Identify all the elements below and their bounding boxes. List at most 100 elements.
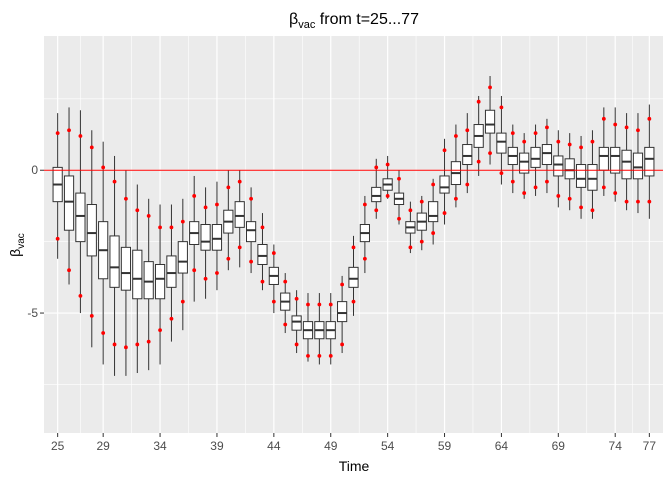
interval-upper-point	[385, 162, 390, 167]
box-iqr	[575, 164, 587, 188]
x-tick-label: 74	[609, 439, 623, 453]
x-tick-label: 77	[643, 439, 657, 453]
box-t50	[337, 275, 348, 354]
box-t42	[245, 187, 257, 274]
boxes-layer	[44, 75, 663, 376]
interval-lower-point	[226, 256, 231, 261]
interval-lower-point	[135, 342, 140, 347]
x-axis-title: Time	[339, 458, 370, 474]
interval-upper-point	[283, 279, 288, 284]
x-tick-label: 39	[210, 439, 224, 453]
box-t39	[211, 181, 223, 291]
interval-upper-point	[317, 302, 322, 307]
interval-lower-point	[124, 345, 128, 350]
box-t75	[621, 113, 632, 211]
x-tick-label: 25	[51, 439, 65, 453]
interval-lower-point	[488, 151, 492, 156]
interval-lower-point	[556, 194, 561, 198]
box-iqr	[587, 164, 598, 191]
box-t36	[177, 198, 188, 331]
interval-lower-point	[419, 239, 424, 244]
y-axis-title-symbol: β	[7, 249, 23, 257]
box-t65	[507, 124, 518, 194]
box-iqr	[564, 158, 575, 180]
interval-upper-point	[556, 139, 561, 144]
box-t41	[234, 170, 245, 268]
interval-upper-point	[454, 134, 458, 138]
interval-lower-point	[476, 159, 481, 164]
interval-lower-point	[180, 299, 185, 304]
box-t47	[302, 293, 314, 362]
interval-lower-point	[579, 205, 583, 210]
interval-lower-point	[101, 331, 106, 335]
x-tick-label: 64	[495, 439, 509, 453]
box-t54	[382, 155, 393, 199]
box-iqr	[63, 175, 75, 231]
interval-upper-point	[237, 179, 242, 184]
interval-upper-point	[613, 122, 618, 127]
interval-upper-point	[647, 116, 652, 121]
box-t53	[371, 158, 382, 219]
box-t67	[530, 124, 541, 196]
interval-upper-point	[55, 131, 60, 136]
interval-upper-point	[260, 225, 265, 230]
interval-lower-point	[567, 196, 572, 201]
interval-upper-point	[545, 125, 549, 130]
x-tick-label: 49	[324, 439, 338, 453]
interval-upper-point	[192, 194, 197, 198]
box-iqr	[632, 152, 644, 180]
box-t44	[268, 244, 279, 314]
interval-upper-point	[340, 282, 345, 287]
box-iqr	[211, 224, 223, 251]
interval-upper-point	[510, 131, 515, 136]
box-iqr	[644, 146, 655, 177]
box-iqr	[177, 241, 188, 274]
box-t57	[416, 195, 427, 251]
interval-upper-point	[180, 219, 185, 224]
interval-upper-point	[328, 302, 333, 307]
interval-upper-point	[249, 196, 253, 201]
interval-lower-point	[215, 271, 219, 275]
box-iqr	[86, 204, 97, 257]
box-t63	[484, 75, 496, 165]
x-tick-label: 34	[153, 439, 167, 453]
interval-upper-point	[624, 125, 629, 130]
interval-upper-point	[124, 196, 128, 201]
chart-title: βvac from t=25...77	[289, 11, 419, 31]
interval-upper-point	[78, 134, 83, 138]
interval-upper-point	[67, 128, 71, 133]
plot-panel	[44, 36, 663, 433]
box-t49	[325, 293, 336, 365]
box-iqr	[109, 235, 120, 288]
box-t69	[553, 130, 564, 208]
interval-upper-point	[636, 128, 640, 133]
box-t29	[98, 141, 109, 365]
interval-lower-point	[533, 185, 538, 190]
x-tick-label: 29	[96, 439, 110, 453]
box-t38	[200, 187, 211, 299]
interval-lower-point	[169, 316, 174, 321]
box-iqr	[132, 249, 143, 300]
box-t46	[291, 290, 302, 354]
interval-upper-point	[135, 208, 140, 213]
box-t64	[496, 95, 507, 185]
box-iqr	[484, 109, 496, 134]
y-axis-title: βvac	[7, 233, 27, 257]
interval-lower-point	[545, 179, 549, 184]
interval-upper-point	[476, 99, 481, 104]
box-t30	[109, 155, 120, 376]
box-t33	[143, 198, 154, 371]
x-tick-label: 54	[381, 439, 395, 453]
interval-lower-point	[431, 231, 436, 235]
interval-lower-point	[146, 339, 151, 344]
box-t74	[610, 107, 621, 202]
box-t52	[359, 195, 370, 274]
interval-lower-point	[249, 259, 253, 264]
interval-lower-point	[294, 342, 299, 347]
box-iqr	[462, 144, 473, 166]
interval-upper-point	[203, 205, 208, 210]
interval-lower-point	[362, 256, 367, 261]
interval-lower-point	[465, 182, 470, 187]
